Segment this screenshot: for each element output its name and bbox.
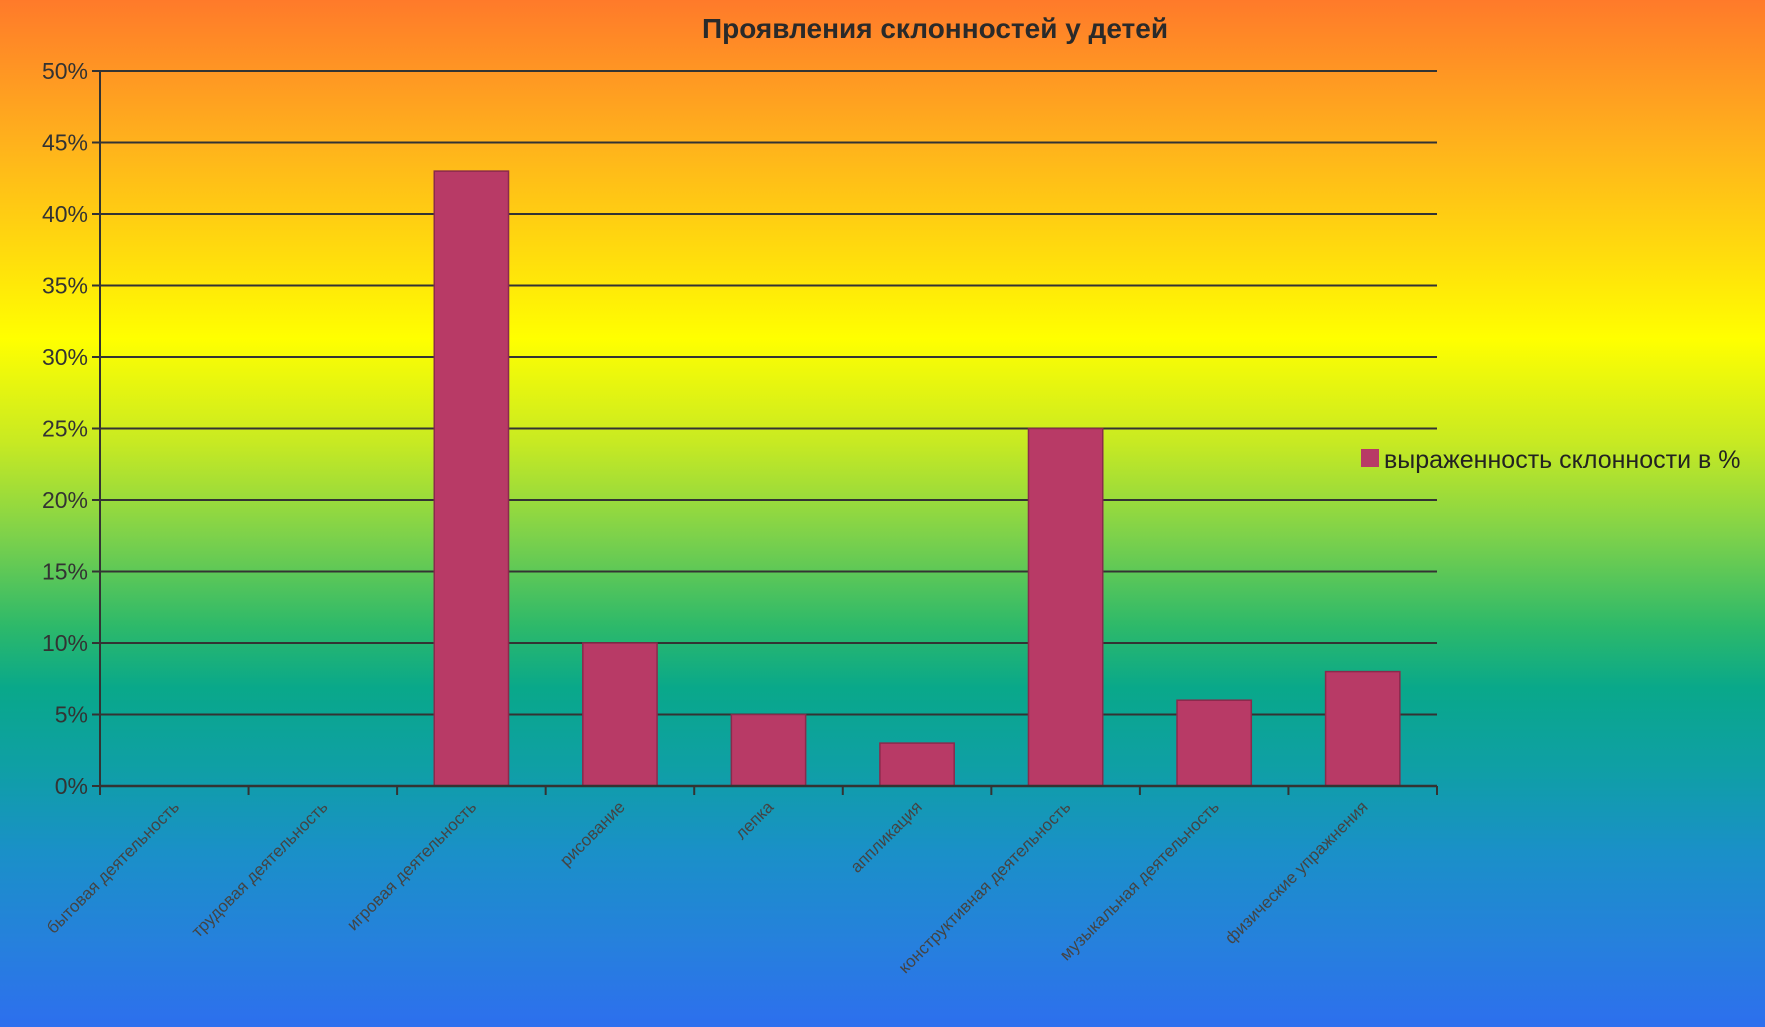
y-tick-label: 25%	[42, 416, 88, 442]
y-tick-label: 35%	[42, 273, 88, 299]
y-tick-label: 45%	[42, 130, 88, 156]
x-tick-label: аппликация	[847, 797, 926, 876]
bar	[731, 715, 805, 787]
bar	[583, 643, 657, 786]
y-tick-label: 5%	[55, 702, 88, 728]
bar	[1028, 429, 1102, 787]
bars	[434, 171, 1400, 786]
x-tick-label: рисование	[556, 797, 629, 870]
bar	[434, 171, 508, 786]
bar	[1177, 700, 1251, 786]
y-tick-labels: 0% 5% 10% 15% 20% 25% 30% 35% 40% 45% 50%	[42, 58, 88, 799]
x-tick-labels: бытовая деятельность трудовая деятельност…	[43, 797, 1371, 977]
chart-title: Проявления склонностей у детей	[702, 13, 1168, 44]
x-tick-label: музыкальная деятельность	[1056, 797, 1223, 964]
legend-swatch	[1361, 449, 1379, 467]
y-tick-label: 0%	[55, 773, 88, 799]
y-tick-label: 20%	[42, 487, 88, 513]
y-tick-label: 40%	[42, 201, 88, 227]
axes	[92, 71, 1437, 795]
legend-label: выраженность склонности в %	[1384, 446, 1740, 474]
x-tick-label: конструктивная деятельность	[895, 797, 1075, 977]
bar	[880, 743, 954, 786]
x-tick-label: бытовая деятельность	[43, 797, 183, 937]
x-tick-label: физические упражнения	[1221, 797, 1371, 947]
y-tick-label: 50%	[42, 58, 88, 84]
y-tick-label: 30%	[42, 344, 88, 370]
bar	[1326, 672, 1400, 786]
gridlines	[100, 71, 1437, 786]
x-tick-label: трудовая деятельность	[188, 797, 332, 941]
y-tick-label: 10%	[42, 630, 88, 656]
y-tick-label: 15%	[42, 559, 88, 585]
legend: выраженность склонности в %	[1361, 446, 1740, 474]
x-tick-label: игровая деятельность	[343, 797, 480, 934]
x-tick-label: лепка	[731, 797, 777, 843]
